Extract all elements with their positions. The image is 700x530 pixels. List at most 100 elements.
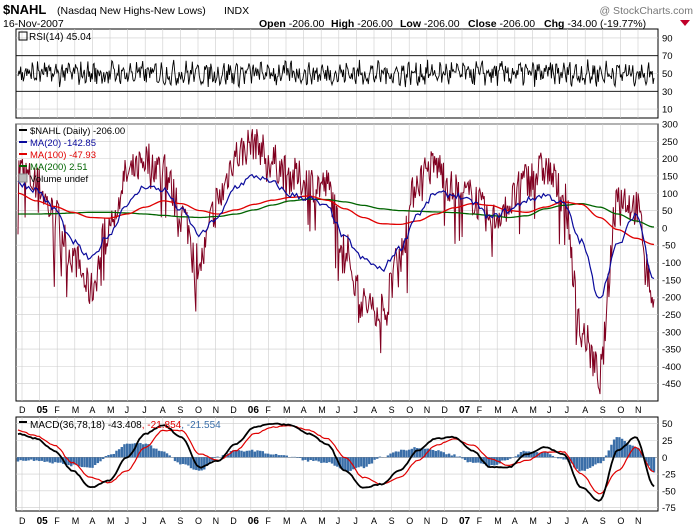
macd-histogram-bar bbox=[354, 457, 358, 468]
macd-month-label: M bbox=[283, 516, 291, 526]
macd-histogram-bar bbox=[27, 457, 30, 461]
macd-histogram-bar bbox=[205, 457, 209, 466]
macd-histogram-bar bbox=[99, 457, 102, 462]
price-y-tick-label: -450 bbox=[662, 379, 681, 390]
rsi-legend-label: RSI(14) 45.04 bbox=[29, 32, 92, 43]
macd-histogram-bar bbox=[357, 457, 360, 468]
macd-histogram-bar bbox=[314, 457, 318, 461]
price-month-label: D bbox=[441, 405, 448, 415]
macd-month-label: O bbox=[406, 516, 413, 526]
macd-histogram-bar bbox=[498, 457, 501, 464]
macd-histogram-bar bbox=[389, 453, 392, 458]
macd-histogram-bar bbox=[517, 454, 520, 458]
macd-histogram-bar bbox=[450, 455, 453, 458]
macd-histogram-bar bbox=[602, 457, 605, 461]
macd-month-label: S bbox=[177, 516, 183, 526]
macd-histogram-bar bbox=[636, 447, 640, 458]
macd-histogram-bar bbox=[30, 457, 33, 460]
macd-histogram-bar bbox=[506, 457, 509, 461]
macd-histogram-bar bbox=[477, 457, 480, 463]
macd-histogram-bar bbox=[22, 457, 25, 461]
macd-month-label: S bbox=[389, 516, 395, 526]
macd-histogram-bar bbox=[421, 447, 424, 458]
macd-month-label: A bbox=[582, 516, 588, 526]
macd-histogram-bar bbox=[533, 451, 536, 458]
price-y-tick-label: -100 bbox=[662, 258, 681, 269]
macd-histogram-bar bbox=[541, 452, 544, 458]
macd-histogram-bar bbox=[208, 457, 211, 463]
macd-histogram-bar bbox=[240, 450, 243, 458]
macd-month-label: N bbox=[635, 516, 642, 526]
price-month-label: J bbox=[353, 405, 358, 415]
macd-histogram-bar bbox=[232, 450, 235, 458]
price-month-label: F bbox=[477, 405, 483, 415]
macd-histogram-bar bbox=[349, 457, 352, 471]
macd-histogram-bar bbox=[434, 450, 437, 458]
macd-histogram-bar bbox=[317, 457, 320, 462]
rsi-y-tick-label: 30 bbox=[662, 87, 673, 98]
price-y-tick-label: 250 bbox=[662, 137, 678, 148]
macd-histogram-bar bbox=[101, 457, 105, 460]
macd-histogram-bar bbox=[19, 457, 22, 461]
macd-histogram-bar bbox=[610, 444, 613, 458]
price-month-label: M bbox=[107, 405, 115, 415]
macd-histogram-bar bbox=[152, 448, 155, 458]
macd-histogram-bar bbox=[647, 457, 650, 466]
macd-histogram-bar bbox=[463, 457, 467, 460]
open-label: Open bbox=[259, 18, 286, 30]
macd-histogram-bar bbox=[338, 457, 342, 469]
price-legend-label: $NAHL (Daily) -206.00 bbox=[30, 126, 125, 137]
macd-histogram-bar bbox=[644, 457, 648, 463]
rsi-y-tick-label: 10 bbox=[662, 105, 673, 116]
price-month-label: O bbox=[195, 405, 202, 415]
macd-histogram-bar bbox=[46, 457, 49, 462]
macd-histogram-bar bbox=[16, 457, 20, 462]
macd-month-label: N bbox=[424, 516, 431, 526]
macd-histogram-bar bbox=[176, 457, 179, 463]
macd-histogram-bar bbox=[535, 452, 539, 458]
price-month-label: 05 bbox=[37, 405, 49, 416]
down-triangle-icon bbox=[680, 20, 690, 26]
ma100-legend-swatch bbox=[19, 153, 27, 155]
price-month-label: J bbox=[142, 405, 147, 415]
macd-histogram-bar bbox=[562, 457, 565, 460]
macd-histogram-bar bbox=[235, 449, 238, 458]
svg-text:Chg -34.00 (-19.77%): Chg -34.00 (-19.77%) bbox=[544, 18, 646, 30]
price-y-tick-label: -300 bbox=[662, 327, 681, 338]
ma200-legend-label: MA(200) 2.51 bbox=[30, 162, 88, 173]
macd-histogram-bar bbox=[392, 452, 395, 458]
macd-histogram-bar bbox=[591, 457, 594, 467]
macd-histogram-bar bbox=[596, 457, 600, 464]
price-month-label: D bbox=[230, 405, 237, 415]
price-month-label: S bbox=[389, 405, 395, 415]
macd-histogram-bar bbox=[280, 455, 283, 458]
macd-histogram-bar bbox=[242, 451, 246, 458]
price-legend: $NAHL (Daily) -206.00 MA(20) -142.85 MA(… bbox=[18, 126, 125, 185]
macd-histogram-bar bbox=[258, 450, 262, 458]
macd-month-label: A bbox=[371, 516, 377, 526]
macd-histogram-bar bbox=[250, 449, 254, 458]
ma100-line bbox=[17, 192, 655, 246]
macd-histogram-bar bbox=[32, 457, 36, 461]
macd-histogram-bar bbox=[530, 451, 533, 458]
price-y-tick-label: -350 bbox=[662, 345, 681, 356]
macd-legend-label: MACD(36,78,18) bbox=[30, 420, 105, 431]
macd-histogram-bar bbox=[256, 450, 259, 458]
macd-histogram-bar bbox=[197, 457, 201, 471]
macd-histogram-bar bbox=[160, 451, 163, 458]
price-y-tick-label: 100 bbox=[662, 189, 678, 200]
macd-histogram-bar bbox=[509, 457, 512, 459]
macd-histogram-bar bbox=[38, 457, 41, 462]
macd-histogram-bar bbox=[365, 457, 368, 467]
svg-text:MACD(36,78,18) -43.408, -21.85: MACD(36,78,18) -43.408, -21.854, -21.554 bbox=[30, 420, 221, 431]
macd-histogram-bar bbox=[487, 457, 491, 467]
exchange-label: INDX bbox=[224, 5, 249, 17]
price-month-label: A bbox=[89, 405, 95, 415]
volume-legend-label: Volume undef bbox=[30, 174, 88, 185]
macd-histogram-bar bbox=[352, 457, 355, 470]
macd-histogram-bar bbox=[141, 444, 145, 458]
price-y-tick-label: -250 bbox=[662, 310, 681, 321]
close-value: -206.00 bbox=[500, 18, 536, 30]
price-y-tick-label: 300 bbox=[662, 120, 678, 131]
